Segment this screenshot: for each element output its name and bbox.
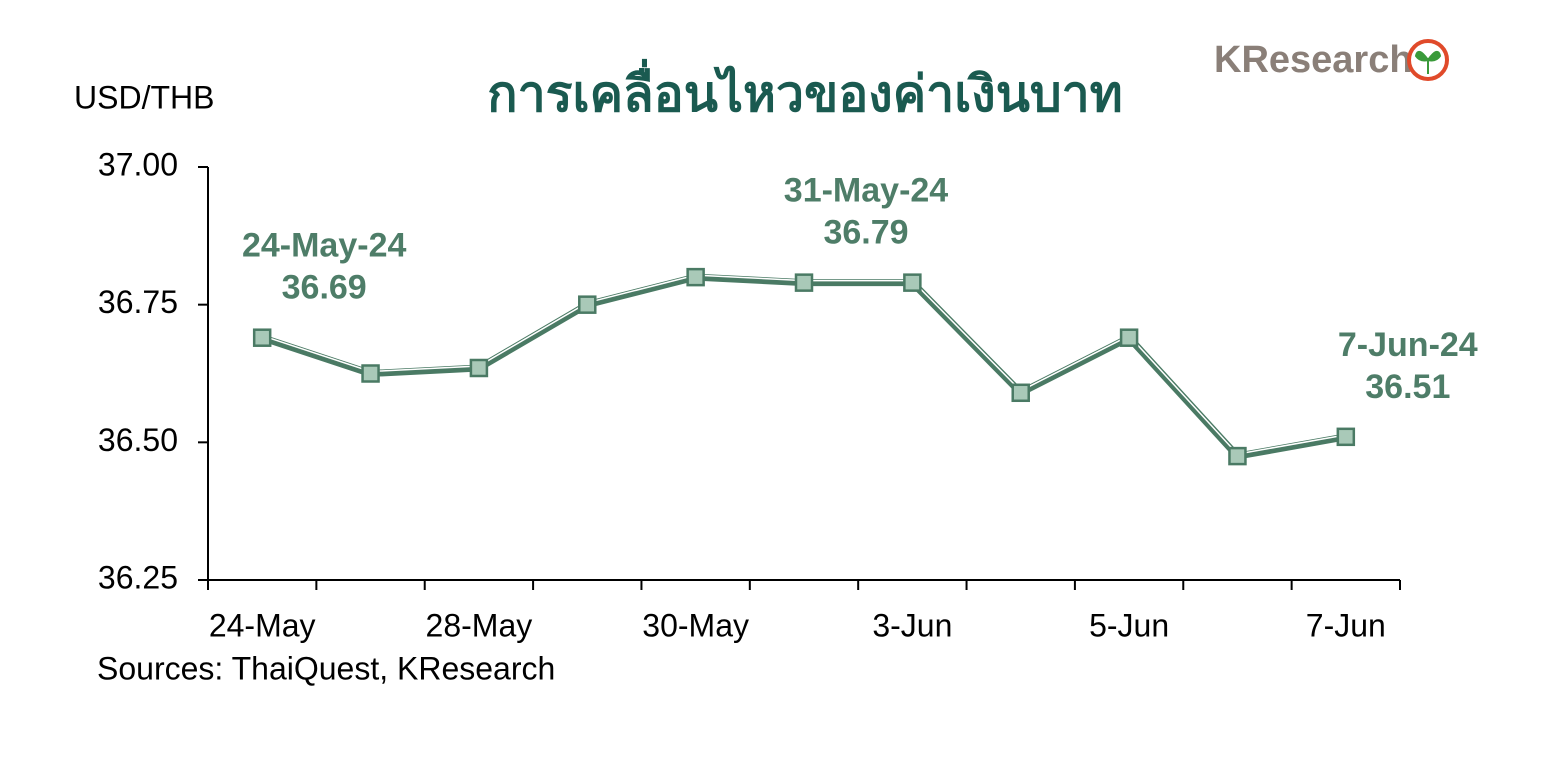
marker <box>252 328 272 347</box>
marker <box>1228 446 1247 466</box>
logo-icon <box>1407 39 1449 81</box>
marker <box>578 295 597 314</box>
y-tick-label: 36.50 <box>98 422 178 458</box>
y-tick-label: 37.00 <box>98 146 178 182</box>
value-label: 36.51 <box>1365 368 1450 406</box>
source-note: Sources: ThaiQuest, KResearch <box>97 650 555 686</box>
x-tick-label: 5-Jun <box>1089 607 1169 643</box>
marker <box>469 358 489 378</box>
series-line <box>261 273 1347 460</box>
point-label: 7-Jun-24 <box>1338 326 1478 364</box>
series-line-highlight <box>261 274 1346 455</box>
marker <box>1011 383 1030 403</box>
x-tick-label: 30-May <box>642 607 749 643</box>
x-tick-label: 28-May <box>426 607 533 643</box>
point-label: 31-May-24 <box>784 172 949 210</box>
x-tick-label: 24-May <box>209 607 316 643</box>
y-tick-label: 36.75 <box>98 284 178 320</box>
y-tick-label: 36.25 <box>98 559 178 595</box>
x-tick-label: 7-Jun <box>1306 607 1386 643</box>
marker <box>686 267 705 287</box>
point-label: 24-May-24 <box>242 227 407 265</box>
brand-logo: KResearch <box>1214 39 1413 81</box>
marker <box>1119 328 1139 347</box>
marker <box>361 364 380 383</box>
y-axis-label: USD/THB <box>74 79 214 115</box>
marker <box>794 273 814 292</box>
marker <box>1336 427 1356 447</box>
value-label: 36.79 <box>823 214 908 252</box>
x-tick-label: 3-Jun <box>872 607 952 643</box>
chart-title: การเคลื่อนไหวของค่าเงินบาท <box>487 59 1122 122</box>
marker <box>903 273 922 292</box>
value-label: 36.69 <box>282 269 367 307</box>
